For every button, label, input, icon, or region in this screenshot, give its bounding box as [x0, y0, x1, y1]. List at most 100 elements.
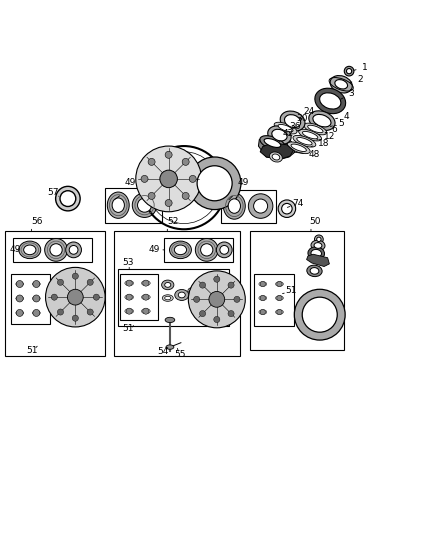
- Circle shape: [199, 282, 205, 288]
- Text: 49: 49: [237, 178, 249, 187]
- Ellipse shape: [280, 111, 305, 131]
- Text: 51: 51: [26, 346, 37, 355]
- Circle shape: [188, 271, 245, 328]
- Circle shape: [72, 315, 78, 321]
- Ellipse shape: [141, 280, 150, 286]
- Circle shape: [57, 309, 64, 315]
- Bar: [105, 188, 162, 223]
- Ellipse shape: [291, 144, 307, 151]
- Ellipse shape: [175, 289, 189, 301]
- Ellipse shape: [112, 198, 124, 213]
- Circle shape: [188, 157, 241, 209]
- Ellipse shape: [125, 280, 134, 286]
- Circle shape: [60, 191, 76, 206]
- Ellipse shape: [315, 88, 346, 114]
- Text: 24: 24: [300, 107, 315, 119]
- Bar: [221, 190, 276, 223]
- Text: 18: 18: [311, 139, 330, 148]
- Circle shape: [248, 194, 273, 219]
- Ellipse shape: [125, 295, 134, 300]
- Circle shape: [126, 280, 132, 286]
- Ellipse shape: [170, 241, 191, 259]
- Ellipse shape: [162, 295, 173, 301]
- Text: 57: 57: [47, 189, 58, 197]
- Ellipse shape: [314, 243, 322, 248]
- Circle shape: [56, 187, 80, 211]
- Circle shape: [72, 273, 78, 279]
- Ellipse shape: [320, 93, 341, 109]
- Text: 3: 3: [341, 89, 354, 99]
- Circle shape: [57, 279, 64, 285]
- Circle shape: [197, 166, 232, 201]
- Circle shape: [87, 279, 93, 285]
- Circle shape: [277, 281, 282, 287]
- Ellipse shape: [302, 132, 318, 139]
- Circle shape: [278, 200, 296, 217]
- Circle shape: [182, 192, 189, 199]
- Circle shape: [302, 297, 337, 332]
- Ellipse shape: [307, 265, 322, 277]
- Circle shape: [344, 66, 354, 76]
- Ellipse shape: [308, 247, 325, 260]
- Text: 36: 36: [286, 122, 301, 133]
- Bar: [13, 238, 92, 262]
- Ellipse shape: [269, 152, 283, 162]
- Circle shape: [234, 296, 240, 302]
- Text: 51: 51: [286, 286, 297, 295]
- Ellipse shape: [16, 311, 24, 315]
- Circle shape: [45, 238, 67, 261]
- Circle shape: [199, 311, 205, 317]
- Circle shape: [126, 308, 132, 314]
- Bar: [250, 231, 344, 350]
- Circle shape: [228, 282, 234, 288]
- Circle shape: [33, 280, 40, 287]
- Ellipse shape: [165, 317, 175, 322]
- Text: 53: 53: [122, 259, 134, 268]
- Ellipse shape: [285, 115, 300, 127]
- Ellipse shape: [125, 309, 134, 314]
- Text: 49: 49: [149, 245, 160, 254]
- Text: 1: 1: [354, 63, 367, 72]
- Bar: [254, 274, 294, 326]
- Circle shape: [277, 310, 282, 314]
- Ellipse shape: [19, 241, 41, 259]
- Ellipse shape: [293, 135, 316, 147]
- Ellipse shape: [313, 115, 331, 127]
- Circle shape: [294, 289, 345, 340]
- Ellipse shape: [32, 296, 40, 301]
- Circle shape: [126, 294, 132, 300]
- Ellipse shape: [24, 245, 36, 255]
- Ellipse shape: [268, 126, 291, 144]
- Text: 54: 54: [157, 348, 169, 357]
- Ellipse shape: [174, 245, 187, 255]
- Circle shape: [138, 198, 152, 212]
- Ellipse shape: [264, 139, 281, 148]
- Bar: [114, 231, 240, 356]
- Text: 55: 55: [174, 350, 185, 359]
- Circle shape: [16, 310, 23, 317]
- Ellipse shape: [278, 124, 293, 132]
- Text: 49: 49: [10, 245, 21, 254]
- Circle shape: [143, 280, 149, 286]
- Circle shape: [33, 295, 40, 302]
- Circle shape: [214, 317, 220, 322]
- Text: 2: 2: [350, 75, 363, 84]
- Ellipse shape: [259, 310, 267, 314]
- Polygon shape: [258, 140, 296, 159]
- Ellipse shape: [260, 136, 285, 150]
- Ellipse shape: [228, 199, 240, 213]
- Circle shape: [141, 175, 148, 182]
- Circle shape: [282, 204, 292, 214]
- Circle shape: [277, 295, 282, 301]
- Ellipse shape: [276, 296, 283, 301]
- Ellipse shape: [16, 282, 24, 286]
- Text: 51: 51: [122, 324, 134, 333]
- Circle shape: [209, 292, 225, 307]
- Circle shape: [136, 146, 201, 212]
- Circle shape: [216, 242, 232, 258]
- Circle shape: [67, 289, 83, 305]
- Ellipse shape: [311, 240, 325, 251]
- Circle shape: [132, 193, 157, 217]
- Ellipse shape: [335, 79, 348, 89]
- Circle shape: [228, 311, 234, 317]
